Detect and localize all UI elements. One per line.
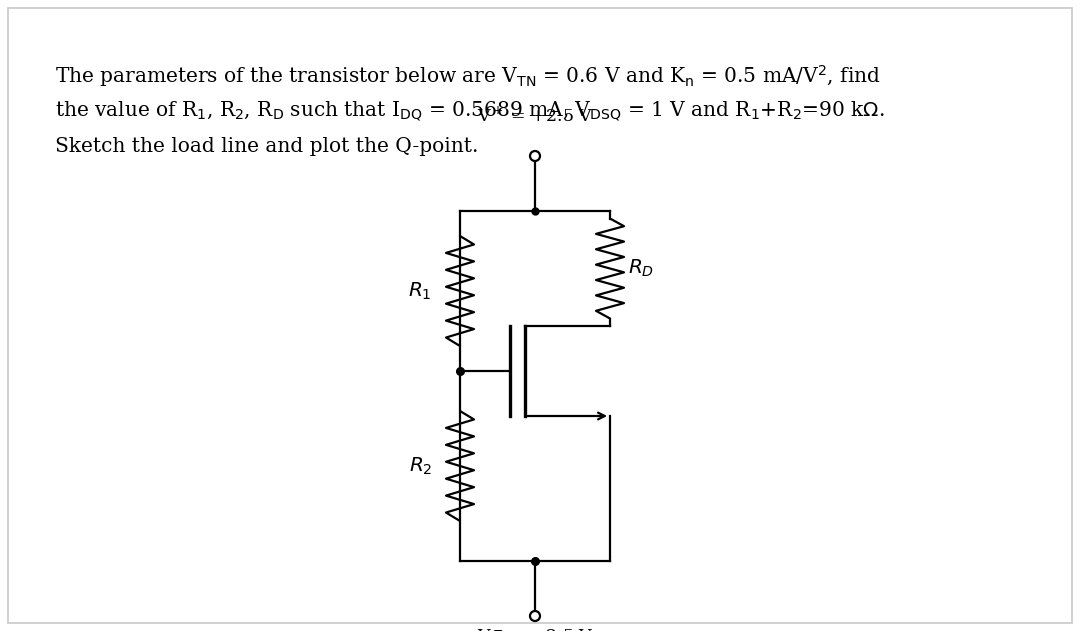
Circle shape	[530, 611, 540, 621]
Text: $R_1$: $R_1$	[408, 280, 432, 302]
Text: $R_2$: $R_2$	[408, 456, 432, 476]
Circle shape	[530, 151, 540, 161]
Text: V$^+$ = +2.5 V: V$^+$ = +2.5 V	[476, 107, 593, 126]
Text: V$^-$ = $-$2.5 V: V$^-$ = $-$2.5 V	[476, 628, 593, 631]
Text: $R_D$: $R_D$	[627, 258, 654, 279]
Text: the value of R$_1$, R$_2$, R$_{\rm D}$ such that I$_{\rm DQ}$ = 0.5689 mA, V$_{\: the value of R$_1$, R$_2$, R$_{\rm D}$ s…	[55, 100, 885, 123]
Text: Sketch the load line and plot the Q-point.: Sketch the load line and plot the Q-poin…	[55, 137, 478, 156]
FancyBboxPatch shape	[8, 8, 1072, 623]
Text: The parameters of the transistor below are V$_{\rm TN}$ = 0.6 V and K$_{\rm n}$ : The parameters of the transistor below a…	[55, 63, 880, 89]
